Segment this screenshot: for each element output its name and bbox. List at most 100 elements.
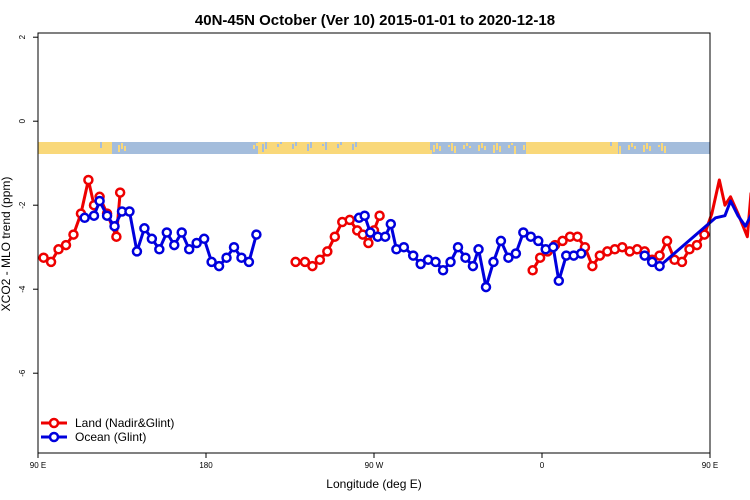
mask-coast-3: [652, 144, 654, 148]
mask-coast-1: [331, 143, 333, 149]
mask-coast-3: [640, 142, 642, 150]
series-1-point-0-15: [191, 237, 202, 249]
series-0: [38, 174, 750, 276]
series-1-point-0-19: [221, 252, 232, 263]
mask-coast-1: [358, 145, 360, 149]
series-1-point-0-11: [161, 227, 173, 238]
mask-coast-3: [634, 146, 636, 149]
mask-land-0: [38, 142, 112, 154]
mask-coast-3: [661, 143, 663, 151]
mask-coast-1: [301, 143, 303, 145]
legend-marker-0: [48, 417, 60, 429]
series-1-point-0-12: [169, 239, 180, 251]
x-tick-label-0: 90 E: [30, 461, 46, 470]
series-0-point-2-8: [587, 260, 598, 272]
mask-coast-2: [526, 143, 528, 147]
mask-coast-1: [250, 142, 252, 147]
mask-coast-1: [292, 144, 294, 149]
series-0-point-2-17: [654, 250, 665, 261]
mask-coast-1: [346, 143, 348, 151]
series-0-point-1-12: [374, 210, 385, 221]
mask-coast-3: [610, 142, 612, 146]
mask-coast-1: [316, 143, 318, 147]
series-1-point-1-17: [473, 244, 484, 255]
y-tick-label-3: -4: [18, 285, 27, 293]
mask-coast-1: [334, 146, 336, 151]
series-0-point-2-23: [699, 229, 710, 240]
mask-coast-2: [481, 143, 483, 148]
x-tick-label-1: 180: [199, 461, 213, 470]
mask-coast-1: [349, 146, 351, 153]
mask-coast-1: [259, 146, 261, 148]
mask-coast-3: [664, 146, 666, 153]
mask-coast-2: [502, 144, 504, 149]
mask-coast-1: [289, 146, 291, 152]
legend-label-0: Land (Nadir&Glint): [75, 416, 174, 430]
mask-coast-1: [304, 146, 306, 154]
mask-coast-1: [277, 144, 279, 147]
mask-coast-1: [262, 144, 264, 152]
series-layer: [38, 174, 750, 293]
mask-coast-2: [499, 146, 501, 152]
mask-coast-1: [325, 142, 327, 150]
series-1-point-0-22: [243, 256, 255, 268]
series-1-point-2-1: [646, 256, 658, 268]
series-1-point-1-27: [547, 241, 559, 253]
mask-coast-1: [337, 144, 339, 148]
mask-coast-1: [268, 145, 270, 151]
series-1-point-1-11: [430, 256, 441, 268]
mask-coast-3: [628, 145, 630, 150]
series-1-line-2: [643, 199, 750, 268]
series-0-point-0-4: [68, 229, 79, 240]
series-1-point-1-21: [503, 252, 514, 263]
series-0-point-0-2: [53, 244, 64, 255]
plot-frame: [37, 32, 711, 454]
mask-coast-3: [655, 142, 657, 145]
mask-coast-3: [631, 143, 633, 147]
series-1-point-0-21: [236, 252, 247, 263]
mask-coast-2: [454, 146, 456, 153]
series-1-point-0-17: [206, 256, 217, 268]
mask-coast-3: [643, 145, 645, 152]
mask-coast-2: [433, 145, 435, 152]
mask-coast-1: [310, 142, 312, 148]
series-1-point-0-0: [79, 212, 90, 224]
series-1-point-1-1: [359, 210, 370, 221]
series-1-point-1-2: [365, 227, 376, 238]
mask-coast-1: [265, 142, 267, 149]
series-1-point-1-19: [488, 256, 499, 268]
mask-coast-1: [274, 146, 276, 150]
mask-coast-0: [109, 146, 111, 149]
mask-coast-1: [343, 145, 345, 147]
mask-coast-1: [280, 142, 282, 144]
series-0-point-1-5: [329, 231, 341, 242]
series-1-point-0-2: [94, 195, 105, 207]
mask-coast-1: [256, 143, 258, 146]
mask-coast-3: [622, 144, 624, 151]
series-1-point-0-18: [213, 260, 225, 272]
x-axis-label: Longitude (deg E): [326, 477, 421, 491]
series-1-point-0-23: [251, 229, 262, 240]
mask-coast-1: [307, 144, 309, 151]
series-1-point-1-16: [467, 260, 479, 272]
mask-coast-1: [295, 142, 297, 146]
mask-coast-1: [271, 143, 273, 148]
mask-coast-0: [100, 142, 102, 148]
mask-coast-1: [322, 144, 324, 146]
series-1-point-2-0: [639, 250, 650, 261]
series-0-point-2-0: [527, 265, 538, 276]
series-1-point-1-23: [518, 227, 529, 238]
series-1-point-1-25: [533, 235, 544, 247]
mask-coast-2: [484, 146, 486, 150]
mask-coast-2: [430, 142, 432, 150]
series-1-point-1-5: [385, 218, 397, 230]
series-0-point-2-12: [617, 241, 628, 253]
mask-coast-2: [529, 146, 531, 149]
legend: Land (Nadir&Glint)Ocean (Glint): [41, 416, 174, 444]
series-1-point-0-14: [183, 244, 195, 255]
series-1-point-0-16: [198, 233, 210, 245]
series-0-point-0-11: [114, 187, 126, 198]
series-1-point-1-18: [480, 281, 492, 293]
mask-coast-1: [340, 142, 342, 145]
series-0-point-2-18: [661, 235, 673, 247]
